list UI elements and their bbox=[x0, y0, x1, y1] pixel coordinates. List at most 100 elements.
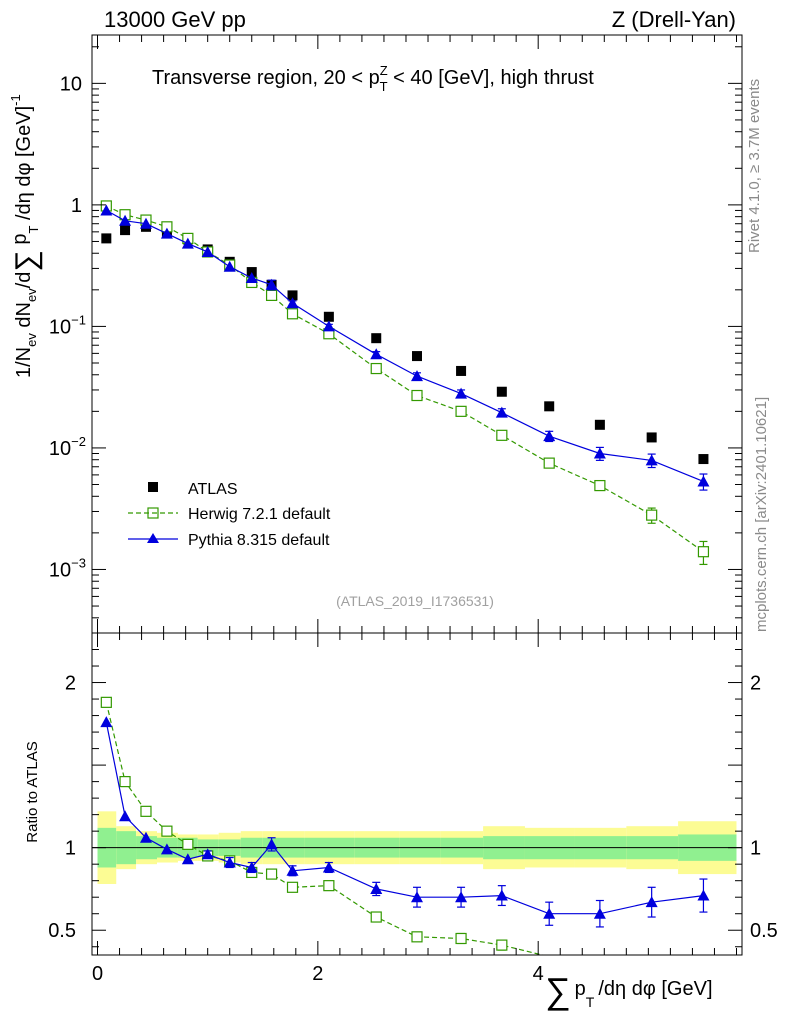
atlas-point bbox=[698, 454, 709, 465]
header-collision: 13000 GeV pp bbox=[104, 7, 246, 32]
pythia-point bbox=[100, 204, 113, 216]
herwig-point bbox=[411, 931, 423, 943]
header-process: Z (Drell-Yan) bbox=[612, 7, 736, 32]
legend-marker-pythia bbox=[147, 533, 159, 543]
atlas-point bbox=[412, 351, 422, 362]
herwig-point bbox=[411, 389, 423, 402]
main-y-tick-label: 10−2 bbox=[49, 434, 86, 460]
pythia-point bbox=[286, 297, 299, 309]
pythia-point bbox=[322, 320, 335, 332]
pythia-point bbox=[593, 447, 606, 459]
ratio-frame bbox=[91, 632, 743, 956]
herwig-point bbox=[455, 932, 467, 945]
pythia-point bbox=[543, 430, 556, 442]
atlas-point bbox=[544, 401, 555, 412]
ratio-y-tick-label-left: 1 bbox=[65, 838, 76, 860]
pythia-point bbox=[245, 272, 258, 284]
legend-marker-atlas bbox=[148, 482, 158, 492]
main-y-tick-label: 10−1 bbox=[49, 312, 86, 338]
pythia-point bbox=[100, 716, 113, 728]
x-axis-label: ∑ pT/dη dφ [GeV] bbox=[545, 970, 713, 1011]
herwig-point bbox=[496, 939, 508, 951]
pythia-point bbox=[455, 891, 468, 903]
pythia-point bbox=[119, 214, 132, 226]
atlas-point bbox=[323, 311, 334, 322]
herwig-point bbox=[286, 881, 299, 893]
herwig-point bbox=[543, 457, 555, 469]
main-y-tick-label: 1 bbox=[71, 195, 82, 217]
pythia-point bbox=[645, 896, 658, 908]
mcplots-reference-label: mcplots.cern.ch [arXiv:2401.10621] bbox=[753, 397, 770, 632]
pythia-point bbox=[370, 882, 383, 894]
analysis-id-label: (ATLAS_2019_I1736531) bbox=[336, 593, 494, 609]
pythia-point bbox=[201, 848, 214, 860]
herwig-point bbox=[100, 696, 112, 708]
pythia-point bbox=[181, 853, 194, 865]
atlas-point bbox=[287, 290, 298, 301]
pythia-point bbox=[593, 907, 606, 919]
ratio-y-tick-label-right: 0.5 bbox=[750, 920, 778, 942]
herwig-point bbox=[323, 880, 335, 892]
pythia-point bbox=[543, 907, 556, 919]
legend: ATLAS Herwig 7.2.1 default Pythia 8.315 … bbox=[128, 481, 331, 549]
pythia-point bbox=[697, 889, 710, 901]
pythia-point bbox=[245, 861, 258, 873]
herwig-point bbox=[646, 509, 658, 521]
pythia-point bbox=[201, 245, 214, 257]
x-tick-label: 4 bbox=[533, 963, 544, 985]
pythia-point bbox=[160, 227, 173, 239]
ratio-panel: 0.5 0.5 1 1 2 2 0 2 4 Ratio to ATLAS ∑ pT/dη dφ … bbox=[24, 632, 778, 1011]
pythia-point bbox=[370, 348, 383, 360]
pythia-point bbox=[697, 475, 710, 487]
main-title: Transverse region, 20 < pZ T < 40 [GeV], … bbox=[152, 63, 594, 94]
pythia-point bbox=[455, 387, 468, 399]
herwig-point bbox=[265, 289, 278, 301]
pythia-point bbox=[645, 454, 658, 466]
herwig-point bbox=[455, 405, 467, 417]
pythia-line bbox=[105, 722, 704, 915]
pythia-point bbox=[223, 856, 236, 868]
ratio-y-tick-label-right: 2 bbox=[750, 673, 761, 695]
x-tick-label: 0 bbox=[92, 963, 103, 985]
pythia-point bbox=[265, 838, 278, 850]
herwig-point bbox=[286, 308, 299, 320]
herwig-point bbox=[496, 429, 508, 441]
main-y-tick-label: 10 bbox=[60, 73, 82, 95]
main-y-tick-label: 10−3 bbox=[49, 555, 86, 581]
ratio-y-tick-label-right: 1 bbox=[750, 838, 761, 860]
herwig-point bbox=[594, 479, 606, 492]
pythia-point bbox=[286, 864, 299, 876]
main-y-axis-label: 1/Nev dNev/d∑ pT /dη dφ [GeV]-1 bbox=[8, 94, 43, 378]
pythia-point bbox=[139, 217, 152, 229]
herwig-point bbox=[119, 776, 131, 788]
atlas-point bbox=[456, 365, 467, 376]
ratio-y-axis-label: Ratio to ATLAS bbox=[24, 741, 41, 842]
ratio-y-tick-label-left: 2 bbox=[65, 673, 76, 695]
herwig-point bbox=[182, 838, 194, 850]
pythia-point bbox=[181, 237, 194, 249]
pythia-point bbox=[411, 891, 423, 903]
pythia-point bbox=[495, 406, 508, 418]
herwig-point bbox=[265, 868, 278, 880]
herwig-line bbox=[106, 205, 704, 553]
atlas-point bbox=[371, 333, 382, 344]
rivet-version-label: Rivet 4.1.0, ≥ 3.7M events bbox=[746, 79, 763, 253]
pythia-point bbox=[119, 810, 132, 822]
main-panel: 10−3 10−2 10−1 1 10 Transverse region, 20 < … bbox=[8, 34, 743, 634]
herwig-point bbox=[370, 911, 382, 923]
pythia-point bbox=[265, 278, 278, 290]
legend-label-atlas: ATLAS bbox=[188, 481, 238, 498]
pythia-point bbox=[160, 843, 173, 855]
ratio-y-tick-label-left: 0.5 bbox=[48, 920, 76, 942]
atlas-point bbox=[646, 432, 657, 443]
legend-label-herwig: Herwig 7.2.1 default bbox=[188, 506, 331, 523]
herwig-point bbox=[370, 362, 382, 375]
pythia-point bbox=[411, 370, 423, 382]
atlas-point bbox=[120, 225, 131, 236]
pythia-line bbox=[106, 209, 704, 482]
legend-label-pythia: Pythia 8.315 default bbox=[188, 532, 330, 549]
herwig-point bbox=[140, 805, 152, 817]
herwig-point bbox=[697, 546, 710, 558]
pythia-point bbox=[495, 889, 508, 901]
